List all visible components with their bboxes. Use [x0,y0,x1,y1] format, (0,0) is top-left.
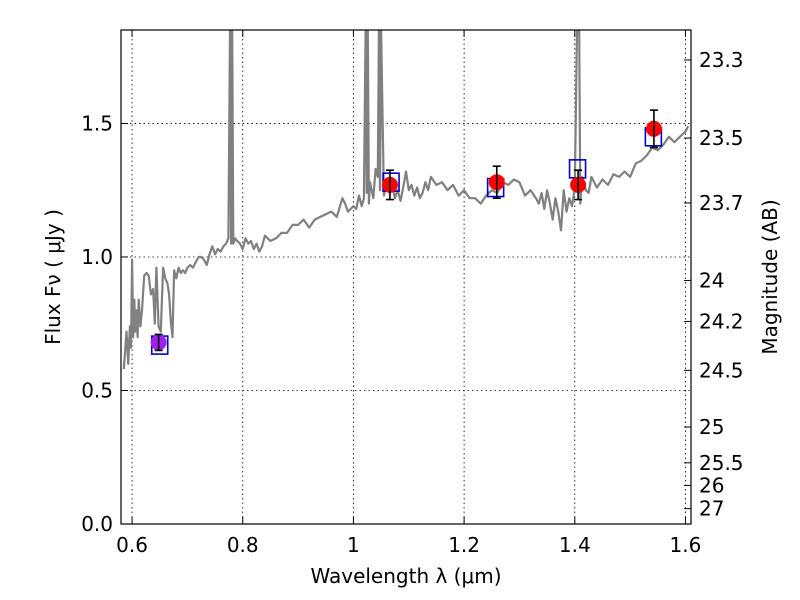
y-tick-label: 0.0 [81,512,113,536]
x-tick-label: 0.8 [227,533,259,557]
mag-tick-label: 23.5 [699,126,744,150]
mag-tick-label: 26 [699,473,724,497]
observed-photometry-layer [150,109,662,352]
x-tick-label: 1.6 [670,533,702,557]
x-tick-label: 1.2 [448,533,480,557]
x-tick-label: 1.4 [559,533,591,557]
ticks-layer [121,30,691,525]
x-axis-title: Wavelength λ (μm) [310,564,501,588]
x-tick-label: 1 [347,533,360,557]
mag-tick-label: 23.3 [699,48,744,72]
grid-layer [121,30,691,525]
mag-tick-label: 24.5 [699,358,744,382]
spectrum-layer [122,30,690,370]
mag-tick-label: 25.5 [699,451,744,475]
mag-tick-label: 25 [699,415,724,439]
y-tick-label: 1.0 [81,245,113,269]
y-axis-title: Flux Fν ( μJy ) [41,209,65,345]
plot-frame [120,29,692,525]
tick-labels-layer: 0.6 0.8 1 1.2 1.4 1.6 0.0 0.5 1.0 1.5 23.3 23.5 23.7… [81,48,743,557]
right-axis-title: Magnitude (AB) [758,199,782,354]
y-tick-label: 1.5 [81,111,113,135]
mag-tick-label: 24.2 [699,309,744,333]
spectrum-line [122,30,690,370]
y-tick-label: 0.5 [81,378,113,402]
mag-tick-label: 24 [699,268,724,292]
mag-tick-label: 27 [699,497,724,521]
mag-tick-label: 23.7 [699,191,744,215]
x-tick-label: 0.6 [116,533,148,557]
